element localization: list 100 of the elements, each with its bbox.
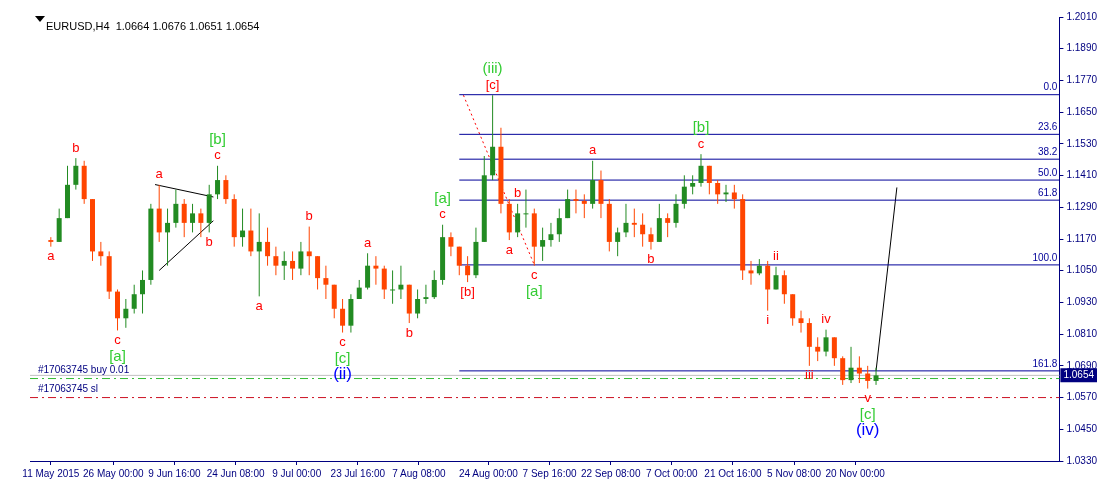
- y-tick-label: 1.0810: [1066, 327, 1098, 339]
- y-tick-label: 1.2010: [1066, 10, 1098, 22]
- candlestick: [156, 184, 162, 243]
- candlestick: [165, 208, 171, 267]
- candlestick: [265, 227, 271, 267]
- candlestick: [223, 174, 229, 205]
- series-label: 38.2: [1037, 145, 1058, 157]
- y-tick-label: 1.1290: [1066, 201, 1098, 213]
- candlestick: [598, 170, 604, 219]
- annotation: [a]: [109, 346, 126, 364]
- x-tick-label: 20 Nov 00:00: [825, 467, 886, 479]
- x-tick-label: 5 Nov 08:00: [767, 467, 822, 479]
- y-tick-label: 1.1050: [1066, 264, 1098, 276]
- y-tick-label: 1.1410: [1066, 169, 1098, 181]
- candlestick: [573, 189, 579, 214]
- annotation: b: [514, 185, 522, 201]
- candlestick: [431, 269, 437, 300]
- annotation: c: [439, 206, 447, 222]
- candlestick: [140, 269, 146, 315]
- x-tick-label: 9 Jun 16:00: [148, 467, 202, 479]
- annotation: [c]: [334, 348, 351, 366]
- candlestick: [215, 165, 221, 200]
- annotation: [b]: [209, 129, 226, 147]
- candlestick: [390, 269, 396, 305]
- y-tick-label: 1.1890: [1066, 42, 1098, 54]
- candlestick: [323, 265, 329, 300]
- annotation: a: [363, 234, 372, 250]
- candlestick: [356, 279, 362, 300]
- candlestick: [640, 212, 646, 248]
- candlestick: [173, 189, 179, 229]
- candlestick: [831, 336, 837, 367]
- annotation: c: [531, 267, 539, 283]
- candlestick: [98, 241, 104, 267]
- series-label: 50.0: [1037, 166, 1058, 178]
- series-label: 23.6: [1037, 121, 1058, 133]
- annotation: (ii): [333, 364, 353, 384]
- candlestick: [648, 227, 654, 251]
- series-label: 161.8: [1032, 357, 1058, 369]
- annotation: a: [255, 297, 264, 313]
- y-tick-label: 1.0450: [1066, 423, 1098, 435]
- candlestick: [556, 208, 562, 243]
- y-tick-label: 1.1770: [1066, 74, 1098, 86]
- candlestick: [715, 179, 721, 205]
- candlestick: [365, 252, 371, 290]
- x-tick-label: 26 May 00:00: [83, 467, 145, 479]
- y-tick-label: 1.0330: [1066, 454, 1098, 466]
- annotation: a: [155, 166, 164, 182]
- candlestick: [723, 184, 729, 203]
- y-tick-label: 1.1530: [1066, 137, 1098, 149]
- annotation: [a]: [525, 281, 543, 299]
- x-tick-label: 24 Aug 00:00: [458, 467, 519, 479]
- candlestick: [465, 255, 471, 283]
- candlestick: [523, 189, 529, 229]
- candlestick: [240, 208, 246, 248]
- annotation: b: [305, 208, 313, 224]
- candlestick: [590, 160, 596, 210]
- candlestick: [731, 184, 737, 210]
- candlestick: [681, 174, 687, 210]
- x-tick-label: 9 Jul 00:00: [272, 467, 322, 479]
- ref-line-label: 1.0654: [1063, 369, 1095, 381]
- annotation: v: [864, 390, 872, 406]
- candlestick: [615, 227, 621, 257]
- candlestick: [340, 298, 346, 334]
- annotation: [b]: [460, 283, 475, 299]
- x-tick-label: 23 Jul 16:00: [330, 467, 386, 479]
- series-label: 0.0: [1043, 81, 1058, 93]
- candlestick: [415, 288, 421, 319]
- candlestick: [656, 203, 662, 243]
- annotation: [c]: [859, 404, 876, 422]
- candlestick: [581, 193, 587, 219]
- candlestick: [798, 310, 804, 334]
- candlestick: [198, 208, 204, 238]
- candlestick: [765, 260, 771, 312]
- x-tick-label: 24 Jun 08:00: [206, 467, 265, 479]
- candlestick: [248, 208, 254, 257]
- candlestick: [273, 246, 279, 276]
- annotation: a: [589, 142, 598, 158]
- annotation: c: [697, 135, 705, 151]
- annotation: b: [405, 324, 413, 340]
- candlestick: [131, 284, 137, 315]
- candlestick: [373, 255, 379, 286]
- annotation: [b]: [692, 118, 710, 136]
- annotation: iv: [821, 311, 832, 327]
- annotation: (iii): [482, 59, 503, 77]
- ref-line-label: #17063745 buy 0.01: [38, 364, 130, 376]
- annotation: [c]: [485, 76, 500, 92]
- candlestick: [848, 346, 854, 384]
- candlestick: [806, 317, 812, 367]
- candlestick: [823, 329, 829, 357]
- candlestick: [190, 203, 196, 233]
- y-tick-label: 1.0690: [1066, 359, 1098, 371]
- candlestick: [315, 255, 321, 290]
- x-tick-label: 11 May 2015: [22, 467, 80, 479]
- candlestick: [623, 203, 629, 238]
- annotation: c: [214, 147, 222, 163]
- candlestick: [515, 203, 521, 238]
- candlestick: [673, 193, 679, 229]
- candlestick: [865, 365, 871, 390]
- candlestick: [840, 355, 846, 386]
- annotation: c: [339, 334, 347, 350]
